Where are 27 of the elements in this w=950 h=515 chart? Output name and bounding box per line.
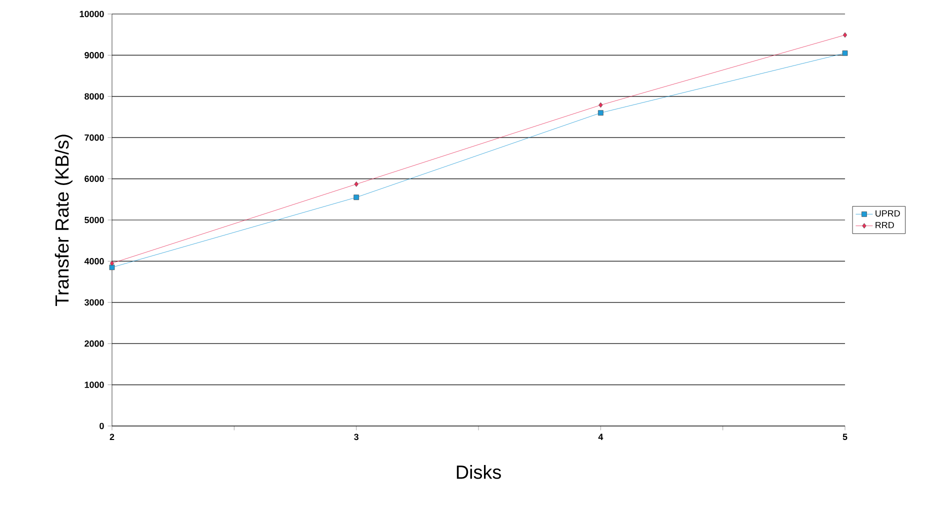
- point: [109, 264, 115, 270]
- y-tick-label: 1000: [84, 382, 104, 388]
- x-axis-title: Disks: [456, 464, 501, 479]
- legend-label: UPRD: [876, 210, 900, 217]
- point: [842, 50, 848, 56]
- x-tick-label: 5: [842, 434, 848, 440]
- legend-label: RRD: [876, 222, 894, 228]
- y-tick-label: 9000: [84, 52, 104, 58]
- point: [354, 194, 360, 200]
- x-tick-label: 3: [354, 434, 358, 440]
- y-tick-label: 7000: [84, 134, 104, 141]
- point: [354, 181, 358, 187]
- y-tick-label: 8000: [84, 93, 104, 100]
- point: [842, 32, 848, 38]
- y-tick-label: 10000: [80, 10, 104, 18]
- x-tick-label: 4: [598, 434, 604, 440]
- y-tick-label: 4000: [84, 258, 104, 264]
- y-tick-label: 0: [100, 422, 104, 430]
- y-tick-label: 5000: [84, 216, 104, 224]
- x-tick-label: 2: [110, 434, 114, 440]
- y-tick-label: 3000: [84, 299, 104, 306]
- y-tick-label: 6000: [84, 176, 104, 182]
- y-axis-title: Transfer Rate (KB/s): [54, 134, 72, 306]
- point: [598, 110, 604, 116]
- point: [110, 260, 114, 266]
- point: [598, 102, 603, 108]
- y-tick-label: 2000: [84, 340, 104, 347]
